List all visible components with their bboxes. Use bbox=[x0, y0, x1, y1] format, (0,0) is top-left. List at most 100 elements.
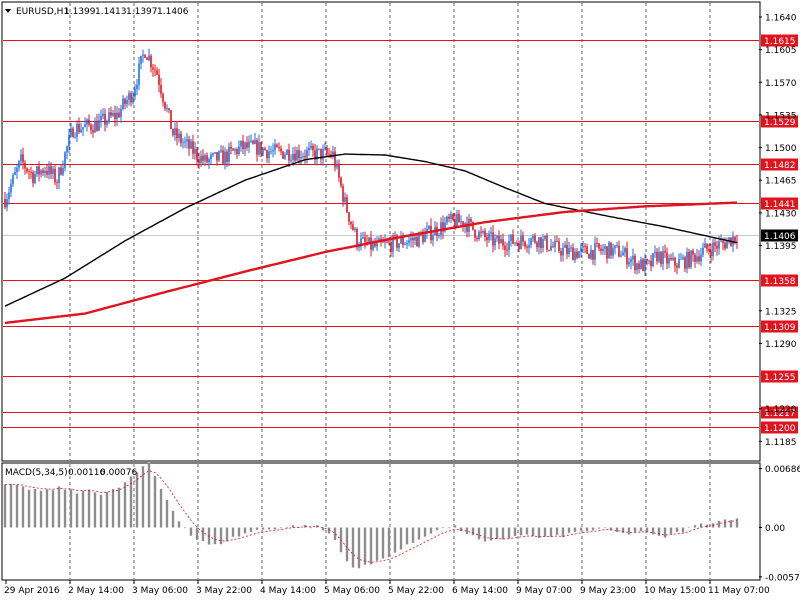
macd-bar bbox=[105, 491, 109, 528]
level-label: 1.1217 bbox=[764, 409, 796, 419]
y-tick-label: 1.1430 bbox=[765, 209, 797, 219]
x-tick-label: 3 May 06:00 bbox=[132, 586, 188, 596]
candle-body bbox=[640, 259, 642, 269]
candle-body bbox=[508, 240, 510, 251]
macd-bar bbox=[465, 527, 469, 535]
candle-body bbox=[40, 170, 42, 175]
candle-body bbox=[692, 250, 694, 255]
x-tick-label: 9 May 23:00 bbox=[580, 586, 636, 596]
candle-body bbox=[410, 238, 412, 241]
candle-body bbox=[396, 235, 398, 248]
candle-body bbox=[478, 231, 480, 240]
macd-bar bbox=[309, 527, 313, 529]
macd-bar bbox=[675, 527, 679, 532]
candle-body bbox=[244, 142, 246, 150]
candle-body bbox=[674, 257, 676, 266]
candle-body bbox=[560, 251, 562, 256]
candle-body bbox=[642, 259, 644, 272]
candle-body bbox=[238, 146, 240, 155]
current-price-label: 1.1406 bbox=[764, 232, 796, 242]
candle-body bbox=[608, 242, 610, 259]
candle-body bbox=[42, 170, 44, 173]
level-label: 1.1200 bbox=[764, 424, 796, 434]
candle-body bbox=[212, 153, 214, 155]
candle-body bbox=[448, 216, 450, 219]
candle-body bbox=[56, 182, 58, 184]
candle-body bbox=[222, 150, 224, 164]
candle-body bbox=[14, 172, 16, 175]
current-price-label-bg bbox=[761, 229, 798, 242]
candle-body bbox=[206, 155, 208, 163]
macd-bar bbox=[333, 527, 337, 540]
candle-body bbox=[310, 145, 312, 149]
candle-body bbox=[516, 242, 518, 244]
macd-bar bbox=[441, 527, 445, 529]
candle-body bbox=[354, 228, 356, 231]
candle-body bbox=[714, 242, 716, 246]
candle-body bbox=[226, 151, 228, 162]
macd-bar bbox=[27, 489, 31, 528]
open-value: 1.1399 bbox=[64, 7, 96, 17]
candle-body bbox=[542, 239, 544, 249]
candle-body bbox=[488, 233, 490, 241]
macd-bar bbox=[9, 484, 13, 528]
candle-body bbox=[184, 141, 186, 143]
macd-bar bbox=[459, 527, 463, 532]
candle-body bbox=[430, 225, 432, 241]
candle-body bbox=[552, 246, 554, 248]
candle-body bbox=[388, 241, 390, 243]
macd-bar bbox=[597, 527, 601, 529]
candle-body bbox=[720, 240, 722, 242]
candle-body bbox=[414, 236, 416, 241]
candle-body bbox=[162, 93, 164, 103]
macd-bar bbox=[447, 527, 451, 529]
level-label: 1.1482 bbox=[764, 161, 796, 171]
x-tick-label: 6 May 14:00 bbox=[452, 586, 508, 596]
macd-bar bbox=[663, 527, 667, 538]
macd-histogram bbox=[3, 462, 739, 569]
candle-body bbox=[156, 70, 158, 75]
candle-body bbox=[540, 237, 542, 249]
macd-bar bbox=[669, 527, 673, 534]
candle-body bbox=[688, 251, 690, 268]
candle-body bbox=[472, 221, 474, 230]
candle-body bbox=[158, 74, 160, 86]
level-label: 1.1615 bbox=[764, 37, 796, 47]
macd-bar bbox=[225, 527, 229, 542]
candle-body bbox=[490, 232, 492, 234]
candle-body bbox=[196, 148, 198, 160]
macd-bar bbox=[399, 527, 403, 550]
candle-body bbox=[120, 109, 122, 118]
candle-body bbox=[334, 151, 336, 168]
candle-body bbox=[398, 243, 400, 248]
candle-body bbox=[214, 152, 216, 154]
macd-bar bbox=[579, 527, 583, 531]
candle-body bbox=[418, 232, 420, 247]
candle-body bbox=[172, 129, 174, 136]
candle-body bbox=[288, 149, 290, 161]
candle-body bbox=[134, 89, 136, 97]
macd-bar bbox=[15, 485, 19, 528]
candle-body bbox=[524, 241, 526, 247]
candle-body bbox=[128, 93, 130, 100]
candle-body bbox=[724, 242, 726, 249]
candle-body bbox=[332, 151, 334, 157]
candle-body bbox=[342, 186, 344, 202]
candle-body bbox=[166, 108, 168, 110]
macd-bar bbox=[693, 525, 697, 528]
macd-bar bbox=[231, 527, 235, 537]
candle-body bbox=[92, 130, 94, 133]
macd-bar bbox=[501, 527, 505, 540]
candle-body bbox=[616, 245, 618, 247]
x-tick-label: 9 May 07:00 bbox=[516, 586, 572, 596]
macd-bar bbox=[99, 494, 103, 528]
macd-bar bbox=[189, 527, 193, 536]
candle-body bbox=[534, 236, 536, 243]
candle-body bbox=[68, 135, 70, 147]
candle-body bbox=[574, 251, 576, 261]
candle-body bbox=[446, 216, 448, 223]
candle-body bbox=[74, 136, 76, 138]
candle-body bbox=[444, 222, 446, 232]
candle-body bbox=[274, 144, 276, 151]
